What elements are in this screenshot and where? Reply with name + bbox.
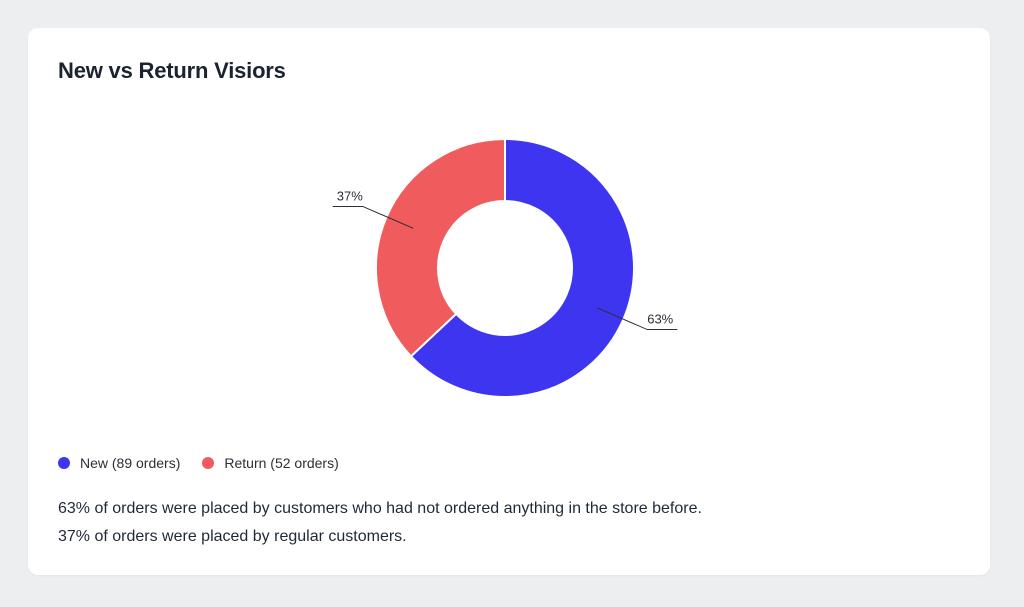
slice-label-new: 63%: [647, 312, 673, 327]
summary-line-2: 37% of orders were placed by regular cus…: [58, 528, 407, 545]
summary-line-1: 63% of orders were placed by customers w…: [58, 500, 702, 517]
donut-slice-new[interactable]: [409, 137, 635, 398]
chart-legend: New (89 orders) Return (52 orders): [58, 455, 361, 471]
legend-label-return: Return (52 orders): [224, 455, 339, 471]
leader-line-new: [596, 307, 678, 331]
legend-item-new: New (89 orders): [58, 455, 180, 471]
visitors-card: New vs Return Visiors 63% 37% New (89 ord…: [28, 28, 990, 575]
donut-chart: 63% 37%: [332, 137, 678, 398]
legend-label-new: New (89 orders): [80, 455, 181, 471]
legend-dot-return: [202, 457, 215, 469]
slice-label-return: 37%: [337, 188, 363, 203]
donut-slice-return[interactable]: [375, 137, 506, 358]
card-title: New vs Return Visiors: [58, 58, 286, 83]
leader-line-return: [332, 205, 414, 229]
legend-dot-new: [58, 457, 70, 469]
legend-item-return: Return (52 orders): [202, 455, 339, 471]
summary-text: 63% of orders were placed by customers w…: [58, 495, 702, 551]
